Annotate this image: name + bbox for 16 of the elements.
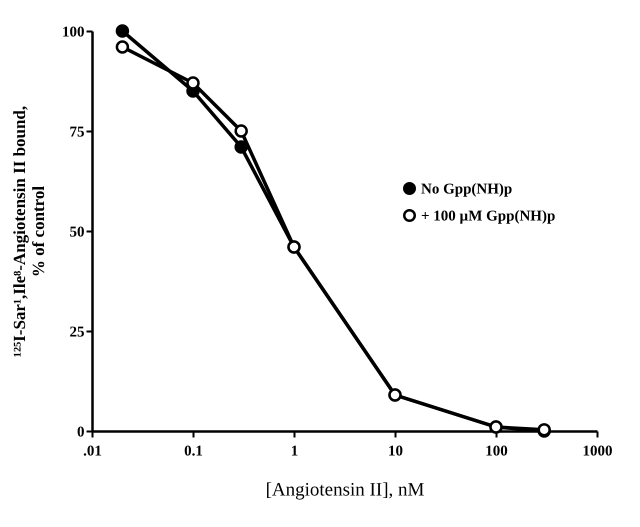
y-tick-label: 50: [70, 224, 84, 240]
legend-label: + 100 µM Gpp(NH)p: [421, 208, 556, 224]
y-tick-label: 100: [62, 24, 84, 40]
x-tick-label: 100: [485, 444, 508, 460]
y-tick-label: 25: [70, 324, 84, 340]
x-tick-label: 1: [290, 444, 298, 460]
x-tick-label: .01: [83, 444, 102, 460]
x-tick-label: 0.1: [184, 444, 203, 460]
text: % of control: [29, 186, 48, 278]
x-tick-label: 1000: [582, 444, 612, 460]
y-tick-label: 0: [77, 424, 84, 440]
x-tick-label: 10: [388, 444, 403, 460]
text: ¹²⁵I-Sar¹,Ile⁸-Angiotensin II bound,: [10, 106, 29, 358]
x-axis-title: [Angiotensin II], nM: [266, 480, 425, 500]
y-tick-label: 75: [70, 124, 84, 140]
legend-label: No Gpp(NH)p: [421, 182, 512, 198]
